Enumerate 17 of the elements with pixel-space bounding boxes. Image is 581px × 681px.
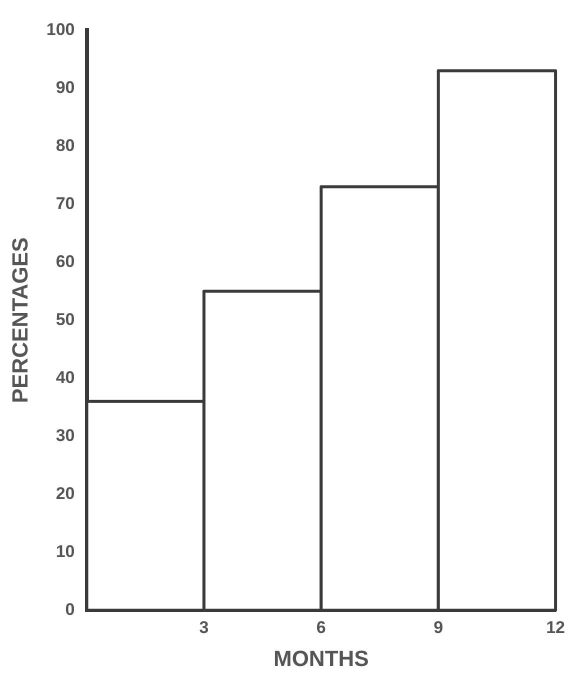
x-tick-label: 9 bbox=[434, 618, 444, 638]
y-tick-label: 0 bbox=[65, 600, 75, 619]
y-tick-label: 100 bbox=[46, 20, 75, 39]
y-tick-label: 60 bbox=[56, 252, 75, 271]
x-tick-label: 12 bbox=[546, 618, 566, 638]
y-tick-label: 70 bbox=[56, 194, 75, 213]
x-tick-label: 3 bbox=[199, 618, 209, 638]
y-tick-label: 50 bbox=[56, 310, 75, 329]
y-tick-label: 90 bbox=[56, 78, 75, 97]
x-tick-label: 6 bbox=[316, 618, 326, 638]
y-axis-title: PERCENTAGES bbox=[7, 237, 32, 404]
y-tick-label: 80 bbox=[56, 136, 75, 155]
y-tick-label: 40 bbox=[56, 368, 75, 387]
y-tick-label: 30 bbox=[56, 426, 75, 445]
x-axis-title: MONTHS bbox=[273, 646, 369, 671]
y-tick-label: 20 bbox=[56, 484, 75, 503]
y-tick-label: 10 bbox=[56, 542, 75, 561]
